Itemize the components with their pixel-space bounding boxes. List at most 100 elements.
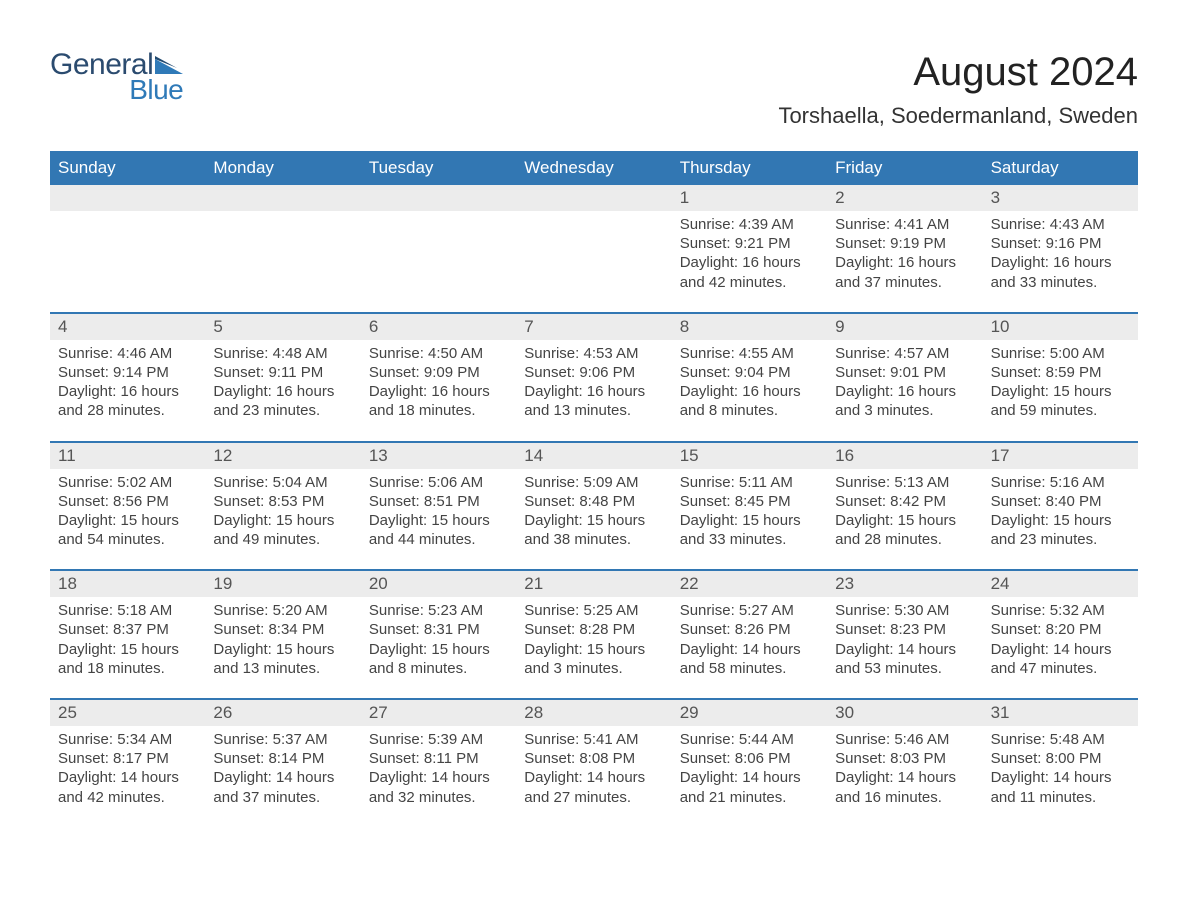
weekday-header: Friday	[827, 151, 982, 185]
day-number: 12	[205, 443, 360, 469]
sunset-text: Sunset: 9:09 PM	[369, 363, 508, 382]
sunset-text: Sunset: 8:00 PM	[991, 749, 1130, 768]
daynum-row: 123	[50, 185, 1138, 211]
daylight-text: Daylight: 15 hours	[835, 511, 974, 530]
daylight-text: and 42 minutes.	[58, 788, 197, 807]
day-number: 21	[516, 571, 671, 597]
sunrise-text: Sunrise: 5:27 AM	[680, 601, 819, 620]
day-number: 13	[361, 443, 516, 469]
daylight-text: Daylight: 16 hours	[58, 382, 197, 401]
flag-icon	[155, 56, 183, 74]
daylight-text: Daylight: 15 hours	[213, 511, 352, 530]
day-number: 10	[983, 314, 1138, 340]
daylight-text: and 18 minutes.	[58, 659, 197, 678]
calendar: SundayMondayTuesdayWednesdayThursdayFrid…	[50, 151, 1138, 827]
sunset-text: Sunset: 8:06 PM	[680, 749, 819, 768]
day-cell: Sunrise: 5:02 AMSunset: 8:56 PMDaylight:…	[50, 469, 205, 570]
sunset-text: Sunset: 8:59 PM	[991, 363, 1130, 382]
day-number: 22	[672, 571, 827, 597]
page-subtitle: Torshaella, Soedermanland, Sweden	[778, 103, 1138, 129]
sunset-text: Sunset: 9:19 PM	[835, 234, 974, 253]
daylight-text: and 8 minutes.	[369, 659, 508, 678]
day-cell: Sunrise: 5:25 AMSunset: 8:28 PMDaylight:…	[516, 597, 671, 698]
daylight-text: and 23 minutes.	[991, 530, 1130, 549]
sunset-text: Sunset: 9:21 PM	[680, 234, 819, 253]
day-number: 29	[672, 700, 827, 726]
sunrise-text: Sunrise: 5:32 AM	[991, 601, 1130, 620]
daylight-text: Daylight: 14 hours	[524, 768, 663, 787]
daylight-text: and 3 minutes.	[835, 401, 974, 420]
calendar-week: 18192021222324 Sunrise: 5:18 AM Sunset: 8:…	[50, 569, 1138, 698]
sunset-text: Sunset: 9:14 PM	[58, 363, 197, 382]
daylight-text: Daylight: 14 hours	[58, 768, 197, 787]
daylight-text: Daylight: 15 hours	[680, 511, 819, 530]
daylight-text: and 18 minutes.	[369, 401, 508, 420]
day-cell	[516, 211, 671, 312]
daynum-row: 18192021222324	[50, 571, 1138, 597]
sunrise-text: Sunrise: 5:37 AM	[213, 730, 352, 749]
day-cell: Sunrise: 4:50 AMSunset: 9:09 PMDaylight:…	[361, 340, 516, 441]
daylight-text: Daylight: 14 hours	[835, 640, 974, 659]
weekday-header: Sunday	[50, 151, 205, 185]
header: General Blue August 2024 Torshaella, Soe…	[50, 50, 1138, 129]
sunrise-text: Sunrise: 5:30 AM	[835, 601, 974, 620]
day-number: 11	[50, 443, 205, 469]
calendar-week: 25262728293031Sunrise: 5:34 AMSunset: 8:…	[50, 698, 1138, 827]
sunrise-text: Sunrise: 5:16 AM	[991, 473, 1130, 492]
daylight-text: Daylight: 16 hours	[369, 382, 508, 401]
sunset-text: Sunset: 8:40 PM	[991, 492, 1130, 511]
sunset-text: Sunset: 8:51 PM	[369, 492, 508, 511]
daylight-text: and 23 minutes.	[213, 401, 352, 420]
sunrise-text: Sunrise: 4:43 AM	[991, 215, 1130, 234]
sunset-text: Sunset: 8:26 PM	[680, 620, 819, 639]
daylight-text: Daylight: 14 hours	[680, 640, 819, 659]
sunrise-text: Sunrise: 5:18 AM	[58, 601, 197, 620]
day-cell: Sunrise: 5:34 AMSunset: 8:17 PMDaylight:…	[50, 726, 205, 827]
day-cell: Sunrise: 4:48 AMSunset: 9:11 PMDaylight:…	[205, 340, 360, 441]
daylight-text: Daylight: 16 hours	[835, 382, 974, 401]
day-cell: Sunrise: 5:48 AMSunset: 8:00 PMDaylight:…	[983, 726, 1138, 827]
sunrise-text: Sunrise: 4:50 AM	[369, 344, 508, 363]
sunset-text: Sunset: 8:56 PM	[58, 492, 197, 511]
weekday-header: Saturday	[983, 151, 1138, 185]
daylight-text: and 16 minutes.	[835, 788, 974, 807]
daylight-text: Daylight: 16 hours	[680, 253, 819, 272]
daylight-text: Daylight: 16 hours	[835, 253, 974, 272]
sunset-text: Sunset: 8:17 PM	[58, 749, 197, 768]
day-number: 23	[827, 571, 982, 597]
day-cell: Sunrise: 5:46 AMSunset: 8:03 PMDaylight:…	[827, 726, 982, 827]
day-cell: Sunrise: 5:13 AMSunset: 8:42 PMDaylight:…	[827, 469, 982, 570]
day-cell: Sunrise: 5:27 AMSunset: 8:26 PMDaylight:…	[672, 597, 827, 698]
daylight-text: Daylight: 16 hours	[524, 382, 663, 401]
sunset-text: Sunset: 8:42 PM	[835, 492, 974, 511]
sunset-text: Sunset: 8:08 PM	[524, 749, 663, 768]
sunrise-text: Sunrise: 4:41 AM	[835, 215, 974, 234]
sunset-text: Sunset: 9:04 PM	[680, 363, 819, 382]
day-number: 9	[827, 314, 982, 340]
day-cell: Sunrise: 4:41 AMSunset: 9:19 PMDaylight:…	[827, 211, 982, 312]
day-cell: Sunrise: 5:44 AMSunset: 8:06 PMDaylight:…	[672, 726, 827, 827]
daylight-text: Daylight: 14 hours	[835, 768, 974, 787]
daylight-text: and 13 minutes.	[213, 659, 352, 678]
day-cell: Sunrise: 5:39 AMSunset: 8:11 PMDaylight:…	[361, 726, 516, 827]
sunset-text: Sunset: 8:45 PM	[680, 492, 819, 511]
day-cell: Sunrise: 5:04 AMSunset: 8:53 PMDaylight:…	[205, 469, 360, 570]
day-cell: Sunrise: 5:20 AMSunset: 8:34 PMDaylight:…	[205, 597, 360, 698]
daylight-text: and 3 minutes.	[524, 659, 663, 678]
daylight-text: and 49 minutes.	[213, 530, 352, 549]
sunset-text: Sunset: 8:34 PM	[213, 620, 352, 639]
daylight-text: Daylight: 15 hours	[369, 640, 508, 659]
day-number: 7	[516, 314, 671, 340]
sunrise-text: Sunrise: 4:57 AM	[835, 344, 974, 363]
day-number: 8	[672, 314, 827, 340]
sunset-text: Sunset: 8:23 PM	[835, 620, 974, 639]
day-number	[205, 185, 360, 211]
daylight-text: and 28 minutes.	[58, 401, 197, 420]
page: General Blue August 2024 Torshaella, Soe…	[0, 0, 1188, 867]
day-cell: Sunrise: 5:41 AMSunset: 8:08 PMDaylight:…	[516, 726, 671, 827]
sunset-text: Sunset: 8:11 PM	[369, 749, 508, 768]
day-number: 14	[516, 443, 671, 469]
sunrise-text: Sunrise: 5:06 AM	[369, 473, 508, 492]
daylight-text: and 13 minutes.	[524, 401, 663, 420]
sunrise-text: Sunrise: 5:09 AM	[524, 473, 663, 492]
